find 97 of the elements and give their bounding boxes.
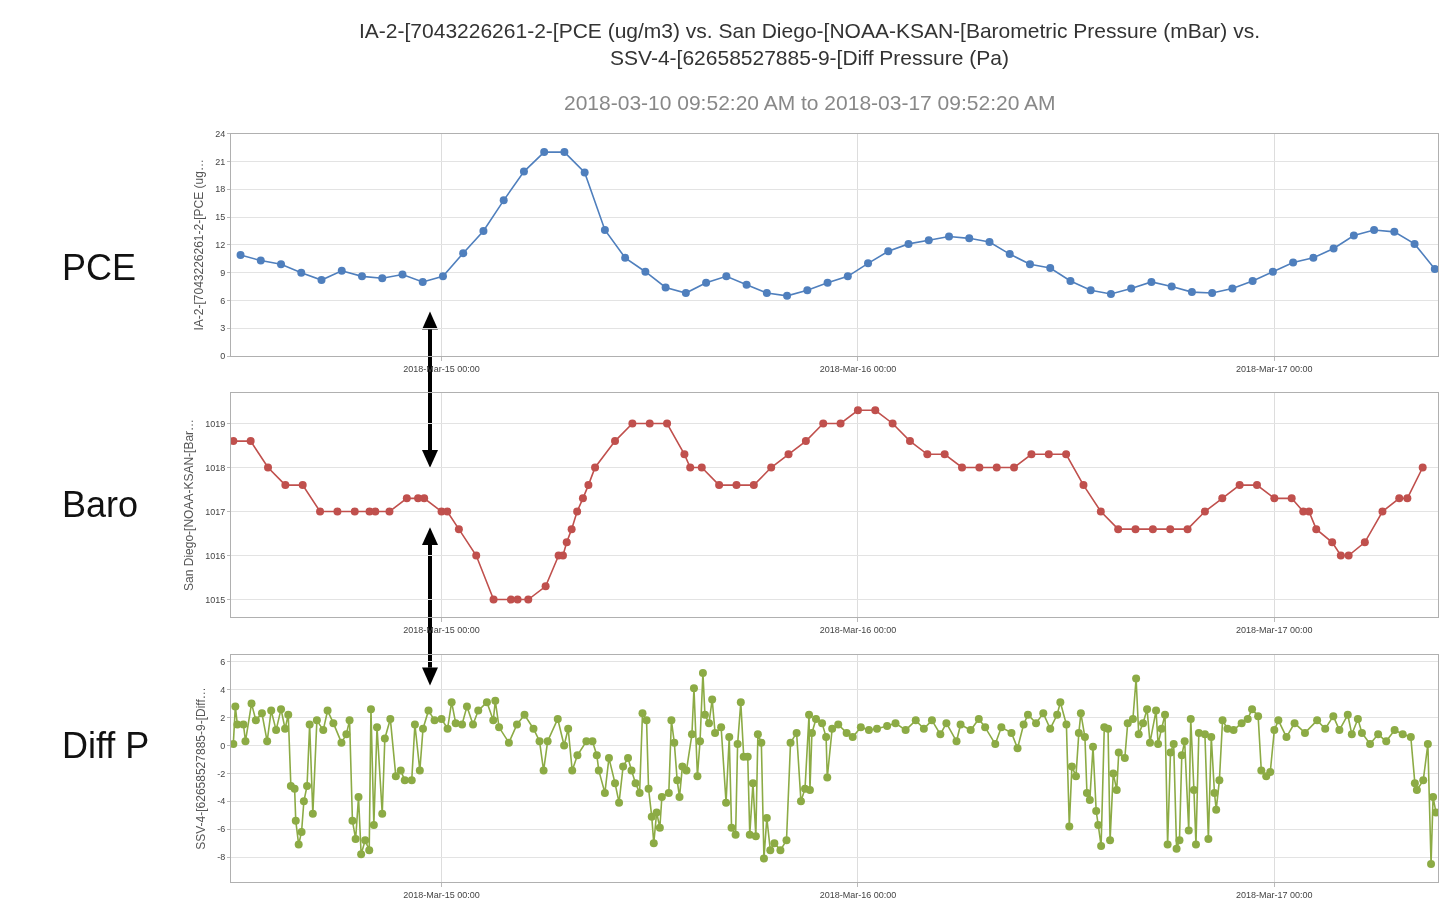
point <box>803 286 812 295</box>
point <box>1005 250 1014 259</box>
point <box>661 283 670 292</box>
point <box>681 289 690 298</box>
point <box>297 268 306 277</box>
point <box>1086 286 1095 295</box>
point <box>843 272 852 281</box>
point <box>1289 258 1298 267</box>
y-tick-label: 0 <box>220 351 226 362</box>
point <box>1187 288 1196 297</box>
point <box>1066 276 1075 285</box>
point <box>378 274 387 283</box>
x-tick-label: 2018-Mar-16 00:00 <box>819 624 897 635</box>
point <box>945 232 954 241</box>
point <box>1390 227 1399 236</box>
y-tick-label: 1017 <box>205 506 226 517</box>
point <box>277 260 286 269</box>
point <box>1370 226 1379 234</box>
y-tick-label: 9 <box>220 267 226 278</box>
x-tick-label: 2018-Mar-15 00:00 <box>403 890 480 901</box>
y-tick-label: -2 <box>217 768 226 779</box>
point <box>864 259 873 268</box>
x-tick-label: 2018-Mar-17 00:00 <box>1236 363 1313 374</box>
point <box>823 278 832 287</box>
y-axis-title: San Diego-[NOAA-KSAN-[Bar… <box>182 418 197 591</box>
point <box>1106 289 1115 298</box>
point <box>722 272 731 281</box>
y-tick-label: 15 <box>215 212 226 223</box>
point <box>1248 276 1257 285</box>
x-tick-label: 2018-Mar-16 00:00 <box>819 890 897 901</box>
point <box>317 276 326 285</box>
chart-title: IA-2-[7043226261-2-[PCE (ug/m3) vs. San Diego-[NOAA-KSAN-[Barometric Pressure (mBar) vs. SSV-4-[62658527885-9-[Diff Pressure (Pa) <box>359 19 1260 70</box>
point <box>256 256 265 265</box>
y-tick-label: 6 <box>220 656 226 667</box>
point <box>1167 282 1176 291</box>
chart-subtitle: 2018-03-10 09:52:20 AM to 2018-03-17 09:52:20 AM <box>564 91 1056 114</box>
point <box>236 251 245 260</box>
point <box>540 148 549 157</box>
point <box>1309 253 1318 262</box>
point <box>985 238 994 247</box>
y-tick-label: 1018 <box>205 462 226 473</box>
point <box>1208 289 1217 298</box>
point <box>479 226 488 235</box>
y-tick-label: 21 <box>215 156 226 167</box>
y-tick-label: 0 <box>220 740 226 751</box>
point <box>762 289 771 298</box>
x-tick-label: 2018-Mar-16 00:00 <box>819 363 897 374</box>
y-axis-title: IA-2-[7043226261-2-[PCE (ug… <box>192 159 207 331</box>
point <box>924 236 933 245</box>
point <box>1329 244 1338 253</box>
point <box>398 270 407 279</box>
point <box>337 266 346 275</box>
point <box>702 278 711 287</box>
point <box>459 249 468 258</box>
y-tick-label: -8 <box>217 852 226 863</box>
point <box>357 272 366 281</box>
point <box>600 226 609 234</box>
point <box>742 280 751 289</box>
point <box>418 277 427 286</box>
y-tick-label: 1016 <box>205 550 226 561</box>
y-tick-label: 24 <box>215 128 226 139</box>
text: PCE <box>62 247 137 288</box>
point <box>783 291 792 300</box>
point <box>1127 284 1136 293</box>
point <box>1349 231 1358 240</box>
point <box>560 148 569 157</box>
y-tick-label: -6 <box>217 824 226 835</box>
y-tick-label: 3 <box>220 323 226 334</box>
point <box>904 239 913 248</box>
point <box>438 272 447 281</box>
y-axis-title: SSV-4-[62658527885-9-[Diff… <box>194 687 209 850</box>
y-tick-label: 6 <box>220 295 226 306</box>
y-tick-label: 2 <box>220 712 226 723</box>
y-tick-label: -4 <box>217 796 226 807</box>
point <box>621 253 630 262</box>
y-tick-label: 1019 <box>205 418 226 429</box>
point <box>884 247 893 256</box>
y-tick-label: 1015 <box>205 594 226 605</box>
point <box>1430 264 1439 273</box>
point <box>1410 239 1419 248</box>
y-tick-label: 12 <box>215 239 226 250</box>
point <box>519 167 528 176</box>
point <box>499 196 508 205</box>
point <box>1228 284 1237 293</box>
point <box>965 234 974 243</box>
y-tick-label: 4 <box>220 684 226 695</box>
y-tick-label: 18 <box>215 184 226 195</box>
x-tick-label: 2018-Mar-17 00:00 <box>1236 624 1313 635</box>
point <box>1025 260 1034 269</box>
point <box>641 267 650 276</box>
point <box>580 168 589 177</box>
text: Diff P <box>62 725 150 766</box>
point <box>1046 264 1055 272</box>
x-tick-label: 2018-Mar-17 00:00 <box>1236 890 1313 901</box>
point <box>1268 267 1277 276</box>
text: Baro <box>62 484 139 525</box>
point <box>1147 277 1156 286</box>
